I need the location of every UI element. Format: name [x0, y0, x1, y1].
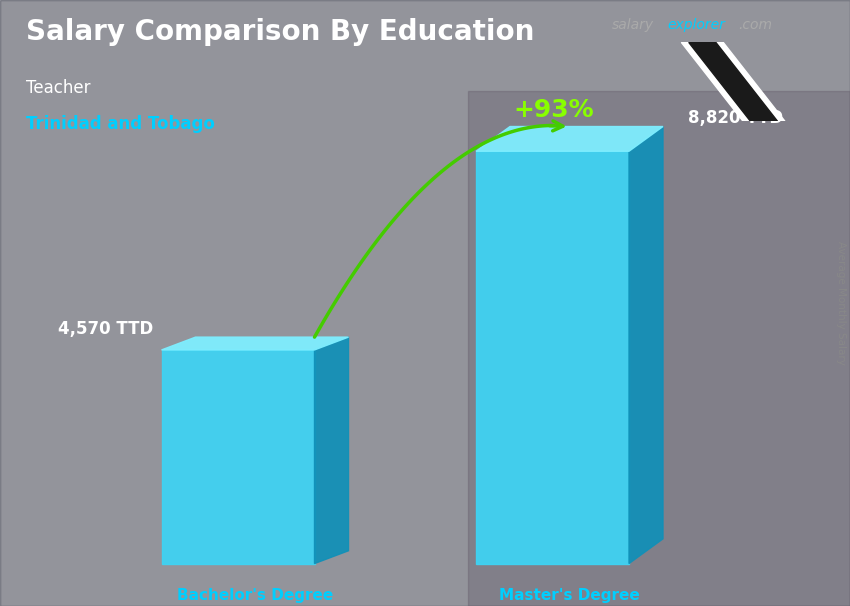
Text: .com: .com [738, 18, 772, 32]
Text: Master's Degree: Master's Degree [499, 588, 640, 603]
Text: Bachelor's Degree: Bachelor's Degree [177, 588, 333, 603]
Polygon shape [682, 42, 785, 121]
Polygon shape [314, 337, 348, 564]
Bar [468, 91, 850, 606]
Text: explorer: explorer [667, 18, 725, 32]
Text: Average Monthly Salary: Average Monthly Salary [836, 241, 846, 365]
Text: Teacher: Teacher [26, 79, 90, 97]
Text: +93%: +93% [513, 98, 593, 122]
Text: 8,820 TTD: 8,820 TTD [688, 109, 784, 127]
Text: 4,570 TTD: 4,570 TTD [58, 320, 153, 338]
Polygon shape [629, 127, 663, 564]
Bar [476, 152, 629, 564]
Text: Trinidad and Tobago: Trinidad and Tobago [26, 115, 214, 133]
Bar [162, 350, 314, 564]
Text: Salary Comparison By Education: Salary Comparison By Education [26, 18, 534, 46]
Polygon shape [688, 42, 778, 121]
Polygon shape [162, 337, 348, 350]
Polygon shape [476, 127, 663, 152]
Text: salary: salary [612, 18, 654, 32]
